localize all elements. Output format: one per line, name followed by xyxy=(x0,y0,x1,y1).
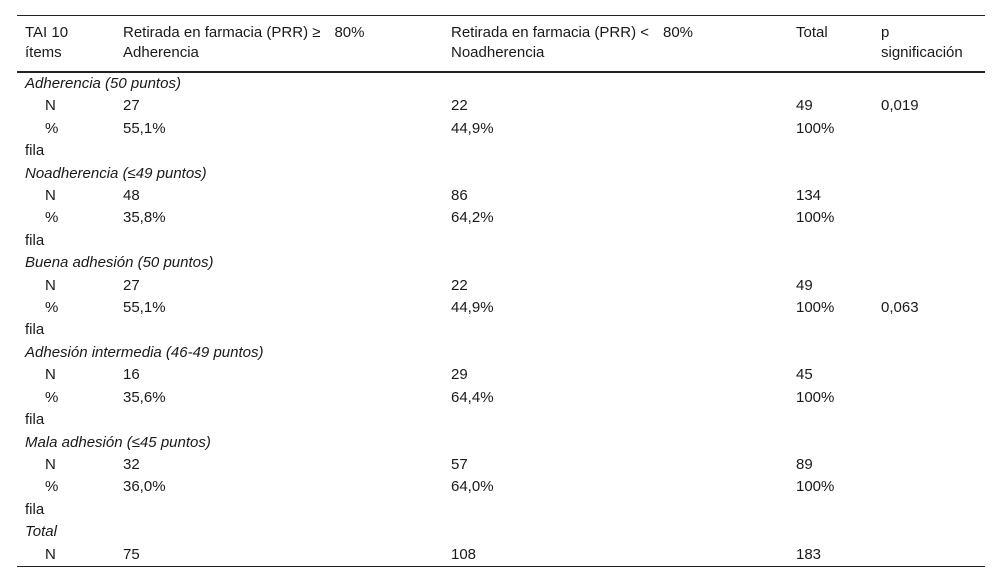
table-row-fila: fila xyxy=(25,231,45,249)
group-row: Noadherencia (≤49 puntos) xyxy=(25,164,207,182)
table-row: % 55,1% 44,9% 100% xyxy=(45,119,835,137)
adherence-table: TAI 10 ítems Retirada en farmacia (PRR) ≥… xyxy=(17,15,985,567)
header-p: p significación xyxy=(881,24,963,61)
header-total: Total xyxy=(796,24,828,41)
group-row: Buena adhesión (50 puntos) xyxy=(25,254,214,272)
header-adherencia: Retirada en farmacia (PRR) ≥80% Adherenci… xyxy=(123,24,365,61)
table-row: N 27 22 49 0,019 xyxy=(45,97,919,115)
table-row-fila: fila xyxy=(25,500,45,518)
table-header: TAI 10 ítems Retirada en farmacia (PRR) ≥… xyxy=(17,15,985,72)
table-row-fila: fila xyxy=(25,411,45,429)
table-row: % 55,1% 44,9% 100% 0,063 xyxy=(45,299,919,317)
group-row: Mala adhesión (≤45 puntos) xyxy=(25,433,211,451)
table-row: N 32 57 89 xyxy=(45,455,813,473)
header-noadherencia: Retirada en farmacia (PRR) <80% Noadheren… xyxy=(451,24,694,61)
group-row: Adhesión intermedia (46-49 puntos) xyxy=(25,343,264,361)
table-row: % 35,6% 64,4% 100% xyxy=(45,388,835,406)
table-row: N 16 29 45 xyxy=(45,366,813,384)
table-row-fila: fila xyxy=(25,142,45,160)
table-row: % 35,8% 64,2% 100% xyxy=(45,209,835,227)
header-tai: TAI 10 ítems xyxy=(25,24,69,61)
total-group-row: Total xyxy=(25,523,57,541)
total-row: N 75 108 183 xyxy=(17,544,985,567)
table-body: Adherencia (50 puntos) N 27 22 49 0,019 % 55,… xyxy=(17,72,985,567)
table-row: N 27 22 49 xyxy=(45,276,813,294)
group-row: Adherencia (50 puntos) xyxy=(25,75,181,92)
table-row-fila: fila xyxy=(25,321,45,339)
table-row: N 48 86 134 xyxy=(45,187,822,205)
table-row: % 36,0% 64,0% 100% xyxy=(45,478,835,496)
